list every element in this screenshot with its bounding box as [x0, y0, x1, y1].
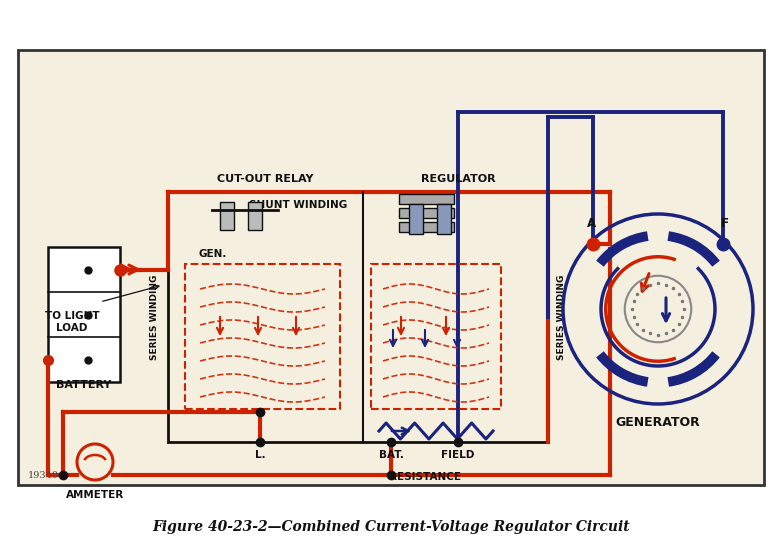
Text: TO LIGHT
LOAD: TO LIGHT LOAD: [45, 311, 99, 333]
Bar: [248, 202, 262, 230]
Bar: [18, 50, 764, 485]
Text: 19340: 19340: [28, 471, 59, 480]
Text: SERIES WINDING: SERIES WINDING: [149, 274, 159, 360]
Bar: [168, 192, 548, 442]
Text: GENERATOR: GENERATOR: [615, 416, 701, 429]
Bar: [48, 247, 120, 382]
Text: F: F: [720, 217, 729, 231]
Bar: [399, 194, 454, 204]
Text: SHUNT WINDING: SHUNT WINDING: [249, 200, 347, 210]
Text: BATTERY: BATTERY: [56, 380, 112, 390]
Text: REGULATOR: REGULATOR: [421, 174, 495, 184]
Text: Figure 40-23-2—Combined Current-Voltage Regulator Circuit: Figure 40-23-2—Combined Current-Voltage …: [152, 520, 630, 534]
Bar: [371, 264, 501, 409]
Text: BAT.: BAT.: [378, 450, 404, 460]
Text: A: A: [586, 217, 596, 231]
Text: SERIES WINDING: SERIES WINDING: [558, 274, 566, 360]
Bar: [437, 204, 451, 234]
Text: CUT-OUT RELAY: CUT-OUT RELAY: [217, 174, 314, 184]
Text: AMMETER: AMMETER: [66, 490, 124, 500]
Text: RESISTANCE: RESISTANCE: [389, 472, 461, 482]
Bar: [220, 202, 234, 230]
Bar: [399, 222, 454, 232]
Text: FIELD: FIELD: [441, 450, 475, 460]
Bar: [185, 264, 340, 409]
Bar: [399, 208, 454, 218]
Bar: [409, 204, 423, 234]
Text: GEN.: GEN.: [199, 249, 228, 259]
Text: L.: L.: [255, 450, 265, 460]
